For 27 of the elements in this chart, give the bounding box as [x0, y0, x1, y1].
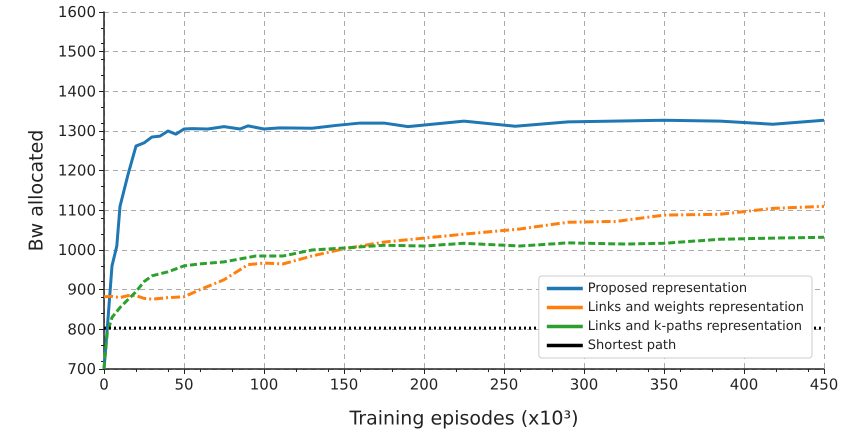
y-tick-label: 1000	[58, 241, 96, 259]
y-tick-label: 1100	[58, 201, 96, 220]
y-tick-label: 1600	[58, 3, 96, 21]
legend-label: Shortest path	[588, 338, 676, 353]
y-tick-label: 700	[67, 360, 96, 378]
y-tick-label: 1200	[58, 162, 96, 180]
x-tick-label: 0	[99, 376, 109, 394]
x-tick-label: 250	[490, 376, 518, 394]
y-tick-label: 1500	[58, 42, 96, 61]
x-tick-label: 150	[330, 376, 358, 394]
x-tick-label: 350	[650, 376, 678, 394]
x-tick-label: 100	[250, 376, 278, 394]
x-tick-label: 300	[570, 376, 598, 394]
y-axis-title: Bw allocated	[26, 130, 48, 252]
y-tick-label: 900	[67, 280, 96, 299]
x-tick-label: 400	[730, 376, 758, 394]
legend-label: Links and weights representation	[588, 300, 804, 315]
x-tick-label: 200	[410, 376, 438, 394]
x-tick-label: 450	[810, 376, 838, 394]
legend-label: Proposed representation	[588, 281, 748, 296]
y-tick-label: 800	[67, 320, 96, 338]
y-tick-label: 1300	[58, 122, 96, 140]
line-series	[102, 204, 826, 301]
legend-label: Links and k-paths representation	[588, 319, 802, 334]
x-tick-label: 50	[174, 376, 194, 394]
x-axis-title: Training episodes (x10³)	[348, 408, 579, 430]
y-tick-label: 1400	[58, 82, 96, 100]
